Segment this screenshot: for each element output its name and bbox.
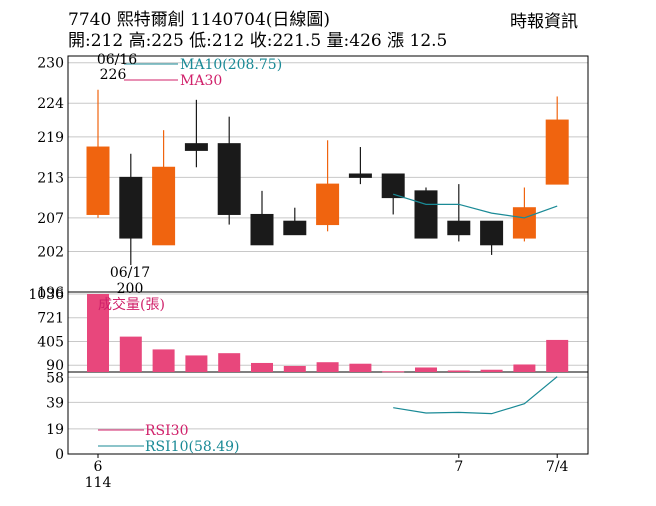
x-tick-sublabel: 114	[85, 475, 112, 491]
candle-body	[152, 166, 176, 246]
rsi-tick-label: 0	[55, 447, 64, 463]
candle-body	[86, 146, 110, 215]
rsi-tick-label: 39	[46, 395, 64, 411]
volume-tick-label: 721	[37, 311, 64, 327]
volume-bar	[349, 363, 372, 372]
candle-body	[545, 119, 569, 185]
volume-bar	[152, 349, 175, 372]
candle-body	[283, 220, 307, 236]
volume-bar	[316, 362, 339, 372]
candle-body	[184, 143, 208, 151]
rsi-tick-label: 19	[46, 422, 64, 438]
price-tick-label: 202	[37, 245, 64, 261]
high-annotation-value: 226	[100, 67, 127, 83]
candle-body	[250, 213, 274, 246]
rsi-legend-label: RSI10(58.49)	[145, 439, 239, 455]
volume-bar	[382, 371, 405, 373]
volume-tick-label: 1036	[28, 287, 64, 303]
volume-tick-label: 405	[37, 335, 64, 351]
volume-bar	[87, 294, 109, 372]
volume-bar	[218, 353, 241, 372]
ma10-line	[393, 193, 558, 219]
chart-frame	[67, 55, 589, 455]
rsi-legend-label: RSI30	[145, 423, 188, 439]
candle-body	[381, 173, 405, 199]
price-tick-label: 230	[37, 56, 64, 72]
rsi10-line	[393, 376, 558, 415]
rsi-tick-label: 58	[46, 370, 64, 386]
candle-body	[348, 173, 372, 178]
volume-bar	[513, 364, 536, 372]
low-annotation-date: 06/17	[110, 265, 150, 281]
high-annotation-date: 06/16	[97, 52, 137, 68]
ohlc-summary: 開:212 高:225 低:212 收:221.5 量:426 漲 12.5	[68, 31, 448, 51]
volume-bar	[283, 365, 306, 372]
price-tick-label: 196	[37, 285, 64, 301]
x-tick-label: 6	[94, 459, 103, 475]
candle-body	[414, 190, 438, 239]
low-annotation-value: 200	[117, 281, 144, 297]
chart-title: 7740 熙特爾創 1140704(日線圖)	[68, 10, 331, 30]
volume-bar	[415, 367, 437, 372]
volume-bar	[251, 362, 273, 372]
price-tick-label: 207	[37, 211, 64, 227]
volume-bar	[480, 369, 503, 372]
volume-bar	[119, 336, 142, 372]
price-tick-label: 224	[37, 96, 64, 112]
candle-body	[447, 220, 471, 236]
volume-bar	[185, 355, 208, 372]
candle-body	[512, 207, 536, 239]
candle-body	[217, 143, 241, 215]
candle-body	[119, 176, 143, 239]
price-legend-label: MA10(208.75)	[180, 57, 282, 73]
candle-body	[480, 220, 504, 246]
x-tick-label: 7	[454, 459, 463, 475]
source-label: 時報資訊	[510, 12, 578, 32]
volume-panel-label: 成交量(張)	[98, 296, 165, 313]
volume-tick-label: 90	[46, 358, 64, 374]
volume-bar	[447, 370, 470, 372]
x-tick-label: 7/4	[546, 459, 569, 475]
candle-body	[316, 183, 340, 226]
price-legend-label: MA30	[180, 73, 222, 89]
price-tick-label: 213	[37, 170, 64, 186]
price-tick-label: 219	[37, 130, 64, 146]
volume-bar	[546, 339, 569, 372]
